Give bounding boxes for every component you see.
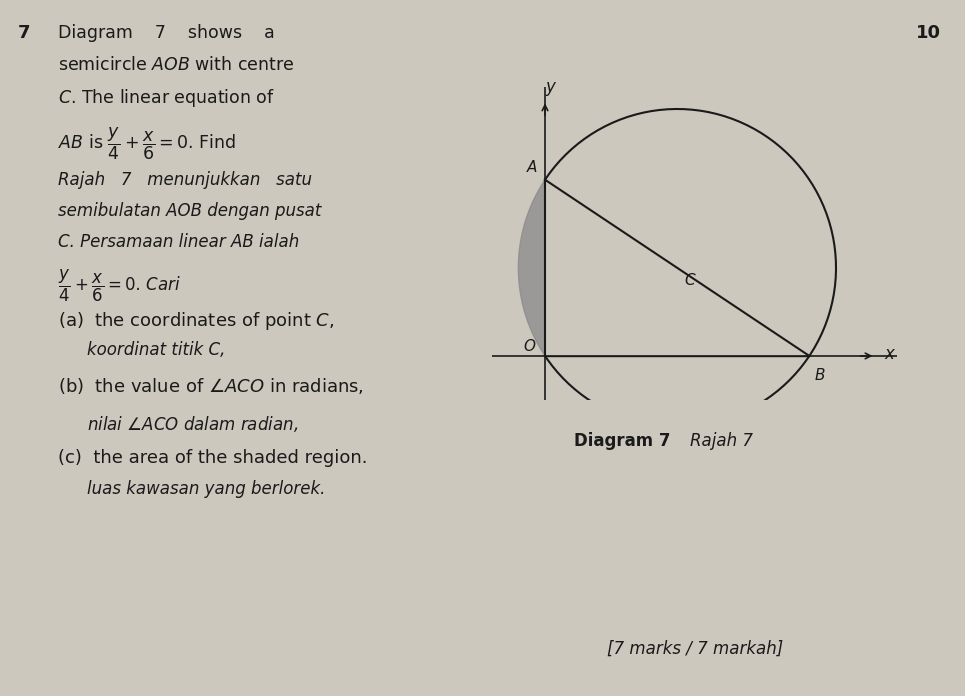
- Text: (b)  the value of $\angle ACO$ in radians,: (b) the value of $\angle ACO$ in radians…: [58, 376, 364, 396]
- Text: semibulatan AOB dengan pusat: semibulatan AOB dengan pusat: [58, 202, 321, 220]
- Text: nilai $\angle ACO$ dalam radian,: nilai $\angle ACO$ dalam radian,: [87, 414, 298, 434]
- Text: $C$. The linear equation of: $C$. The linear equation of: [58, 87, 275, 109]
- Text: luas kawasan yang berlorek.: luas kawasan yang berlorek.: [87, 480, 325, 498]
- Text: $AB$ is $\dfrac{y}{4} + \dfrac{x}{6} = 0$. Find: $AB$ is $\dfrac{y}{4} + \dfrac{x}{6} = 0…: [58, 125, 236, 161]
- Text: (c)  the area of the shaded region.: (c) the area of the shaded region.: [58, 449, 368, 467]
- Text: $A$: $A$: [526, 159, 538, 175]
- Text: [7 marks / 7 markah]: [7 marks / 7 markah]: [607, 640, 783, 658]
- Text: semicircle $AOB$ with centre: semicircle $AOB$ with centre: [58, 56, 294, 74]
- Text: $x$: $x$: [884, 345, 896, 363]
- Text: $C$: $C$: [684, 272, 697, 288]
- Text: Rajah 7: Rajah 7: [690, 432, 753, 450]
- Text: Diagram    7    shows    a: Diagram 7 shows a: [58, 24, 275, 42]
- Text: C. Persamaan linear AB ialah: C. Persamaan linear AB ialah: [58, 233, 299, 251]
- Text: $y$: $y$: [545, 80, 558, 98]
- Polygon shape: [518, 180, 545, 356]
- Text: $O$: $O$: [523, 338, 537, 354]
- Text: Rajah   7   menunjukkan   satu: Rajah 7 menunjukkan satu: [58, 171, 312, 189]
- Text: koordinat titik C,: koordinat titik C,: [87, 341, 225, 359]
- Text: 10: 10: [916, 24, 941, 42]
- Text: $\dfrac{y}{4} + \dfrac{x}{6} = 0$. Cari: $\dfrac{y}{4} + \dfrac{x}{6} = 0$. Cari: [58, 268, 180, 304]
- Text: $B$: $B$: [813, 367, 825, 383]
- Text: (a)  the coordinates of point $C$,: (a) the coordinates of point $C$,: [58, 310, 334, 332]
- Text: 7: 7: [17, 24, 30, 42]
- Text: Diagram 7: Diagram 7: [574, 432, 671, 450]
